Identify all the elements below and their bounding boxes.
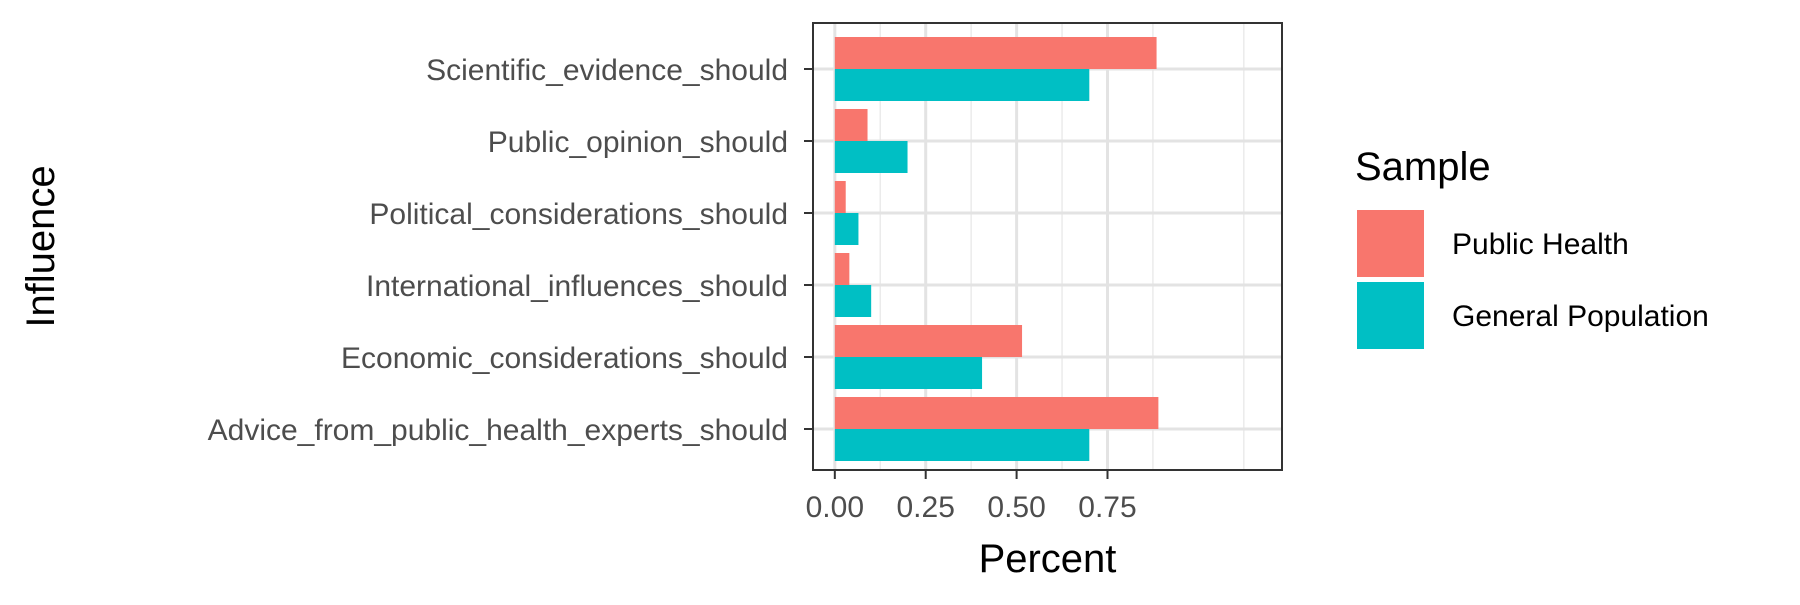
bar-public-health [834, 253, 850, 285]
axes: 0.00 0.25 0.50 0.75 Scientific_evidence_shou… [208, 54, 1137, 524]
y-axis-title: Influence [19, 165, 63, 327]
bar-public-health [834, 109, 868, 141]
bars [834, 37, 1159, 461]
y-tick-label: Public_opinion_should [488, 126, 788, 159]
y-tick-label: Scientific_evidence_should [426, 54, 788, 87]
y-tick-label: Advice_from_public_health_experts_should [208, 414, 788, 447]
legend-label: General Population [1452, 300, 1709, 333]
bar-public-health [834, 37, 1157, 69]
x-tick-label: 0.75 [1078, 491, 1136, 524]
y-tick-label: Political_considerations_should [369, 198, 788, 231]
bar-general-population [834, 213, 859, 245]
x-tick-label: 0.00 [806, 491, 864, 524]
legend: Sample Public Health General Population [1355, 145, 1709, 349]
x-axis-title: Percent [979, 537, 1117, 581]
y-tick-label: Economic_considerations_should [341, 342, 788, 375]
legend-items: Public Health General Population [1357, 210, 1709, 349]
panel-border [812, 22, 1283, 471]
bar-general-population [834, 357, 983, 389]
bar-general-population [834, 69, 1090, 101]
legend-swatch [1357, 282, 1424, 349]
bar-public-health [834, 397, 1159, 429]
y-tick-label: International_influences_should [366, 270, 788, 303]
bar-general-population [834, 429, 1090, 461]
x-tick-label: 0.50 [987, 491, 1045, 524]
bar-public-health [834, 325, 1023, 357]
bar-public-health [834, 181, 846, 213]
bar-general-population [834, 141, 908, 173]
legend-title: Sample [1355, 145, 1491, 189]
bar-general-population [834, 285, 872, 317]
legend-swatch [1357, 210, 1424, 277]
legend-label: Public Health [1452, 228, 1629, 261]
x-tick-label: 0.25 [897, 491, 955, 524]
